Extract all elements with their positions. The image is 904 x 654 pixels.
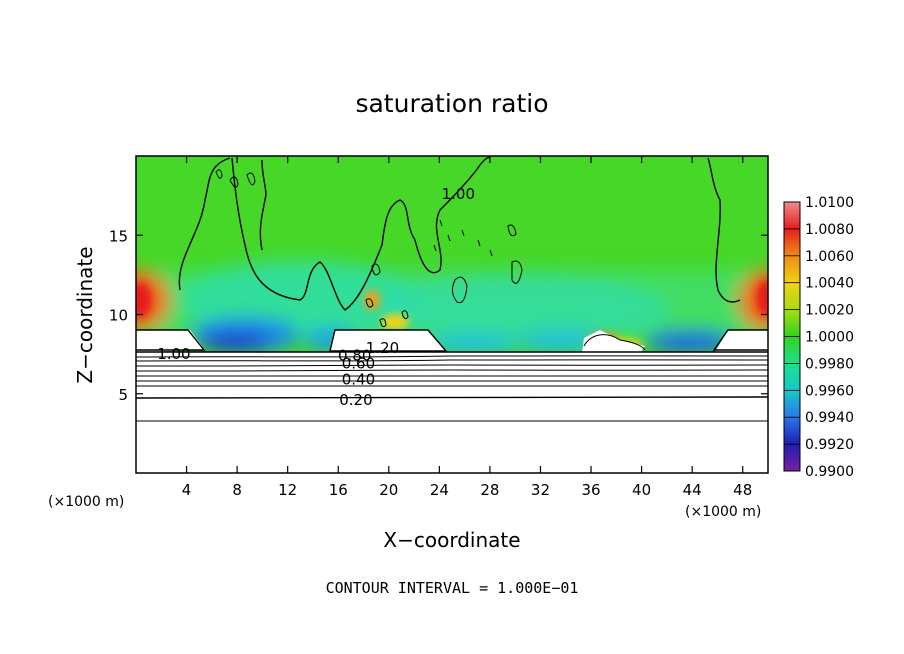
heatmap-field xyxy=(136,156,768,473)
x-tick-label: 16 xyxy=(329,481,348,499)
x-tick-label: 8 xyxy=(232,481,242,499)
contour-label: 1.00 xyxy=(157,345,190,363)
colorbar-label: 0.9980 xyxy=(805,356,854,372)
contour-interval-note: CONTOUR INTERVAL = 1.000E−01 xyxy=(326,579,579,597)
colorbar-label: 0.9920 xyxy=(805,437,854,453)
x-tick-label: 40 xyxy=(632,481,651,499)
y-axis-ticks: 5 10 15 xyxy=(109,227,768,404)
colorbar: 0.9900 0.9920 0.9940 0.9960 0.9980 1.0000 1.00… xyxy=(783,195,854,480)
colorbar-label: 1.0080 xyxy=(805,222,854,238)
x-axis-label: X−coordinate xyxy=(383,528,520,552)
y-axis-label: Z−coordinate xyxy=(73,246,97,383)
contour-label: 0.40 xyxy=(342,370,375,388)
contour-label: 0.20 xyxy=(339,391,372,409)
x-tick-label: 36 xyxy=(581,481,600,499)
x-tick-label: 12 xyxy=(278,481,297,499)
x-unit-left: (×1000 m) xyxy=(48,494,124,510)
colorbar-label: 1.0040 xyxy=(805,276,854,292)
x-tick-label: 48 xyxy=(733,481,752,499)
x-tick-label: 28 xyxy=(480,481,499,499)
colorbar-label: 0.9960 xyxy=(805,383,854,399)
x-tick-label: 32 xyxy=(531,481,550,499)
x-tick-label: 44 xyxy=(683,481,702,499)
x-tick-label: 4 xyxy=(182,481,192,499)
contour-label: 0.80 xyxy=(338,347,371,365)
contour-label: 1.00 xyxy=(442,185,475,203)
colorbar-label: 1.0000 xyxy=(805,330,854,346)
contour-labels: 1.00 1.00 1.200.800.600.40 0.20 xyxy=(157,185,475,409)
colorbar-label: 1.0060 xyxy=(805,249,854,265)
x-axis-ticks: 4 8 12 16 20 24 28 32 36 40 44 48 xyxy=(182,156,752,499)
contour-label: 0.60 xyxy=(342,355,375,373)
contour-label: 1.20 xyxy=(366,339,399,357)
x-unit-right: (×1000 m) xyxy=(685,504,761,520)
chart-title: saturation ratio xyxy=(355,89,548,118)
colorbar-label: 1.0100 xyxy=(805,195,854,211)
colorbar-label: 1.0020 xyxy=(805,303,854,319)
x-tick-label: 20 xyxy=(379,481,398,499)
y-tick-label: 5 xyxy=(118,386,128,404)
y-tick-label: 10 xyxy=(109,307,128,325)
colorbar-label: 0.9900 xyxy=(805,464,854,480)
y-tick-label: 15 xyxy=(109,227,128,245)
x-tick-label: 24 xyxy=(430,481,449,499)
colorbar-label: 0.9940 xyxy=(805,410,854,426)
